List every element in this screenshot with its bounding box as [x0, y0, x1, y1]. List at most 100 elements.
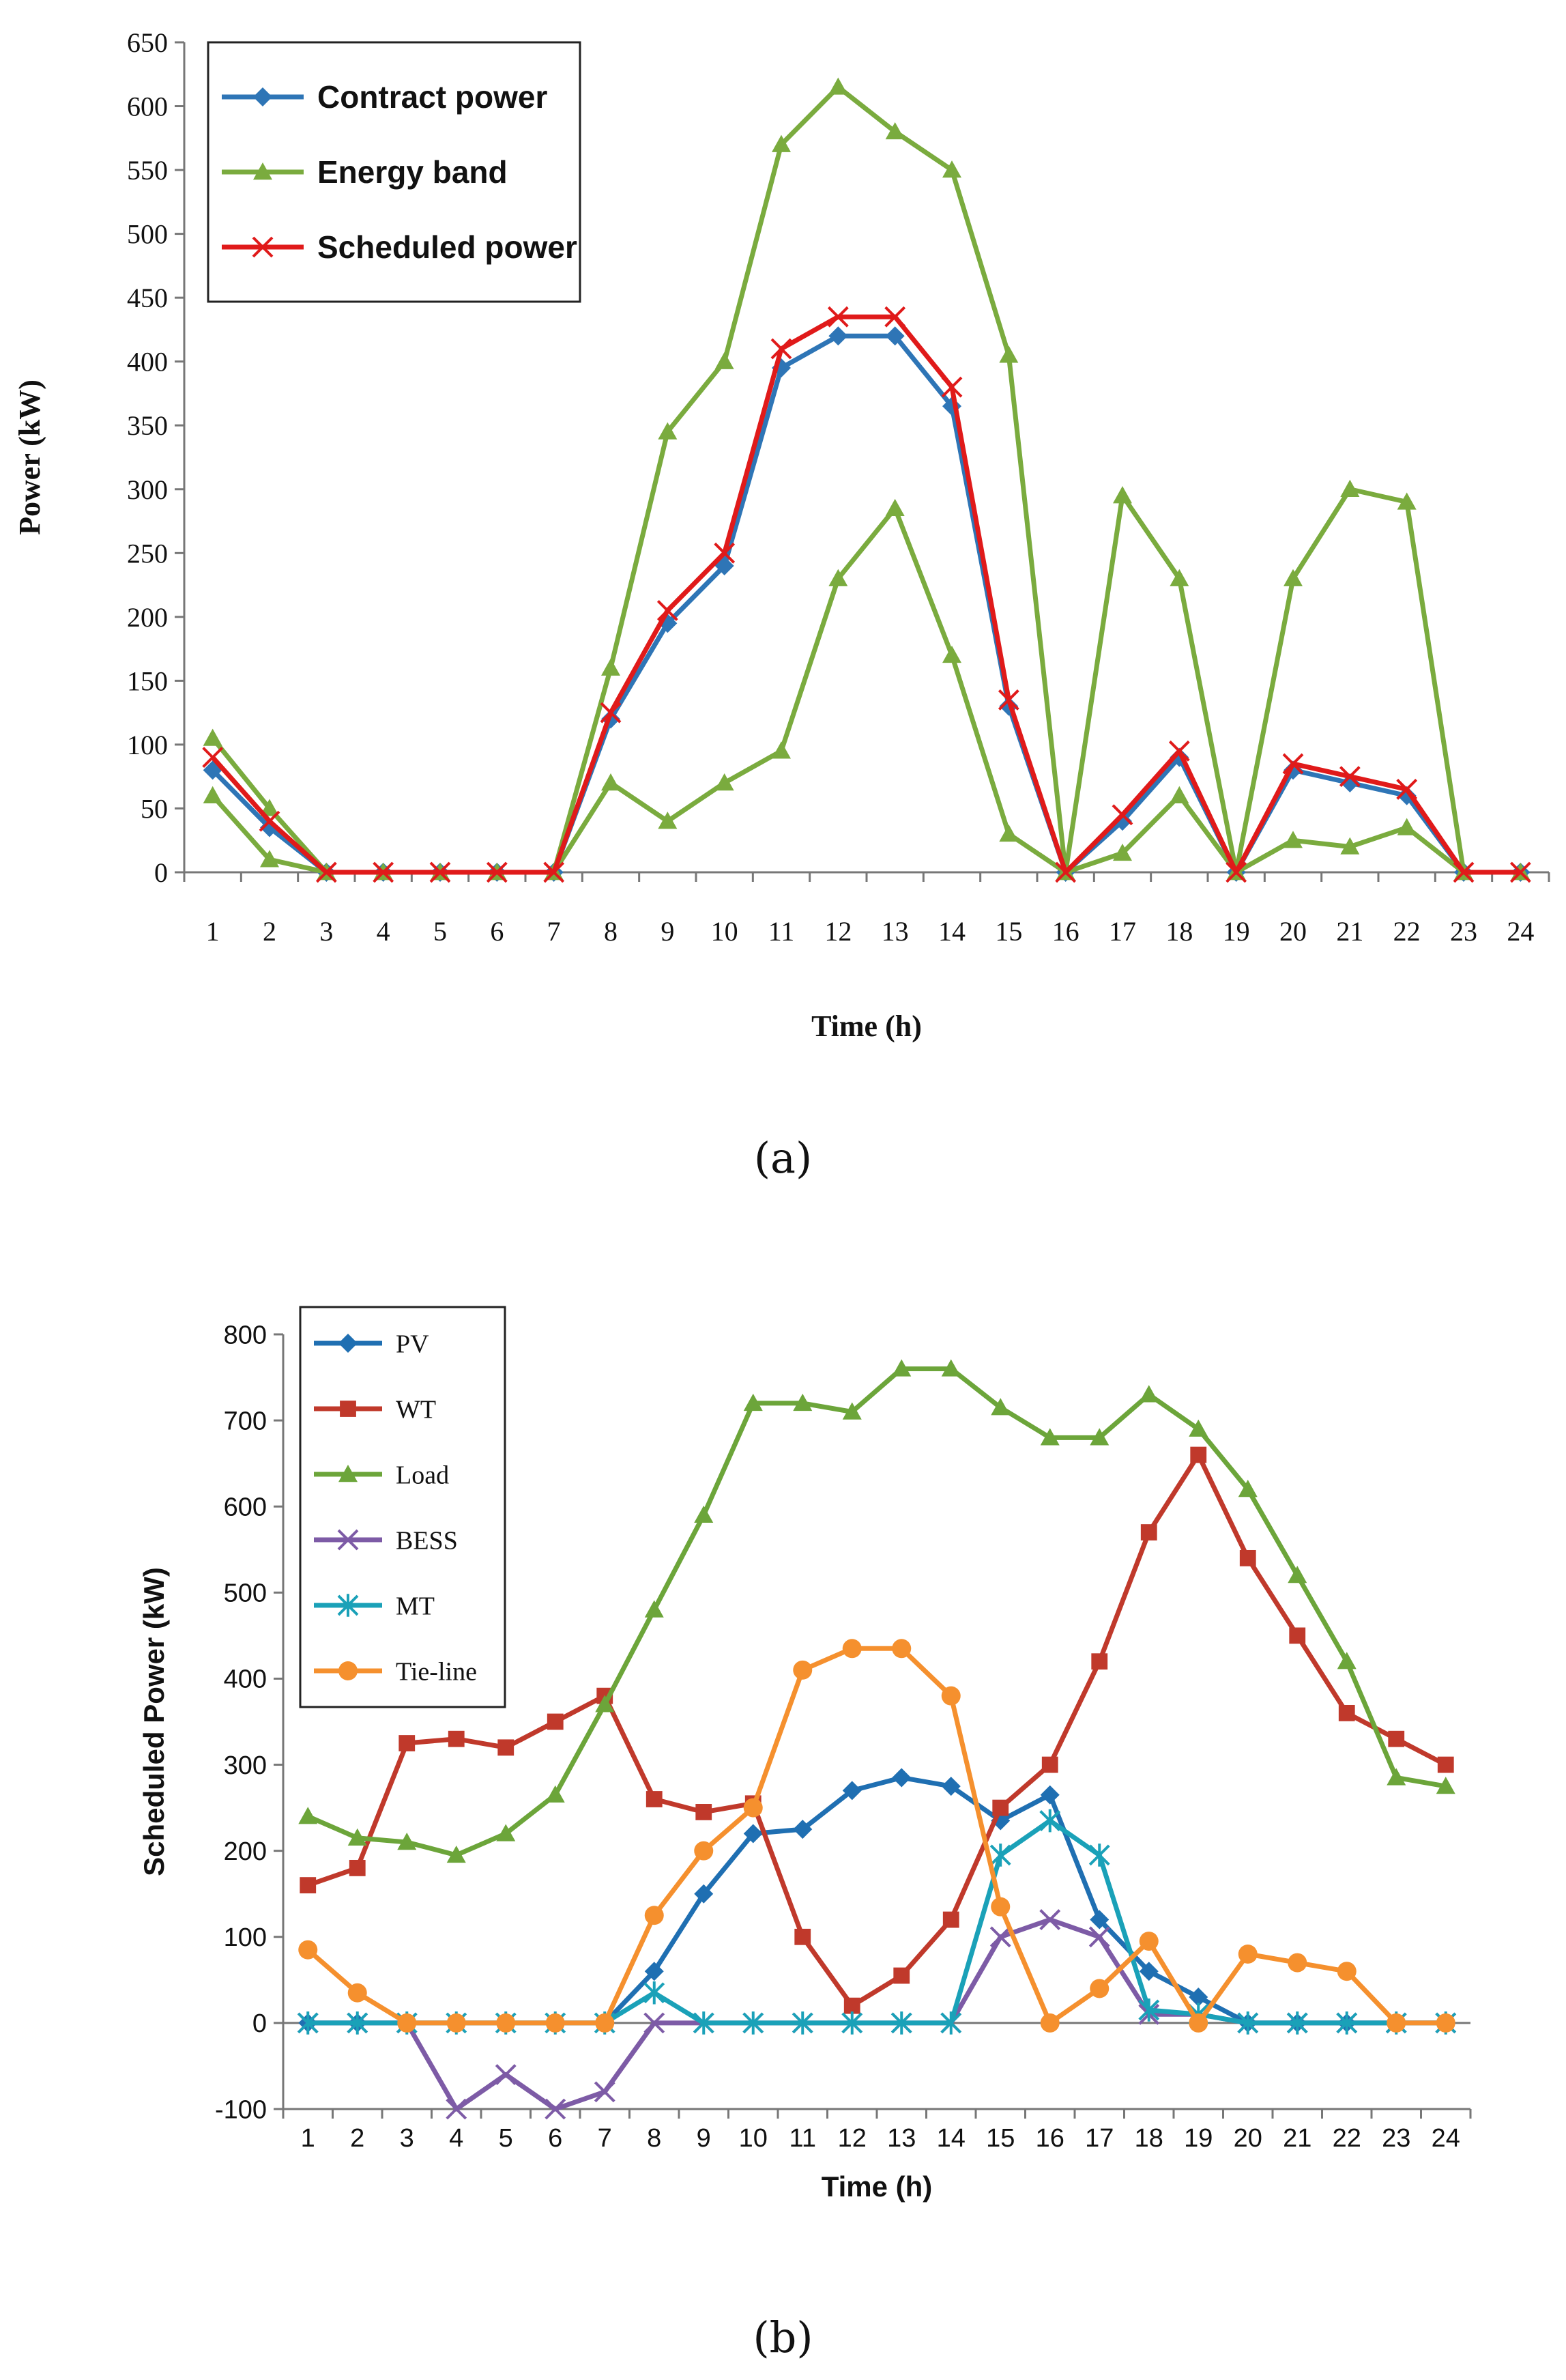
series-tie-line — [298, 1639, 1455, 2033]
data-point-wt — [1388, 1730, 1405, 1747]
y-tick-label: 200 — [224, 1837, 267, 1866]
y-tick-label: 0 — [252, 2009, 267, 2038]
y-tick-label: 450 — [127, 283, 168, 313]
y-tick-label: 800 — [224, 1321, 267, 1349]
x-tick-label: 19 — [1184, 2124, 1213, 2153]
x-tick-label: 2 — [350, 2124, 364, 2153]
x-tick-label: 14 — [937, 2124, 966, 2153]
data-point-wt — [349, 1859, 366, 1876]
x-tick-label: 1 — [206, 916, 220, 947]
legend-marker-pv — [338, 1334, 358, 1353]
x-tick-label: 15 — [986, 2124, 1015, 2153]
data-point-wt — [1289, 1627, 1306, 1644]
data-point-load — [347, 1828, 367, 1846]
data-point-wt — [646, 1791, 663, 1807]
x-axis-title: Time (h) — [822, 2170, 933, 2203]
data-point-wt — [695, 1804, 712, 1820]
data-point-load — [446, 1845, 466, 1863]
data-point-tie-line — [446, 2013, 466, 2033]
data-point-contract-power — [885, 326, 905, 346]
x-tick-label: 9 — [661, 916, 674, 947]
y-tick-label: 150 — [127, 665, 168, 696]
data-point-energy-band-lower — [885, 498, 905, 517]
data-point-energy-band-lower — [1284, 831, 1303, 848]
data-point-energy-band — [658, 422, 678, 440]
data-point-energy-band — [1113, 486, 1132, 504]
data-point-energy-band — [942, 160, 961, 178]
legend-marker-load — [338, 1465, 358, 1482]
x-tick-label: 6 — [490, 916, 504, 947]
data-point-tie-line — [1189, 2013, 1208, 2033]
chart-a: 0 50 100 150 200 250 300 350 400 450 500 550 600 650 1… — [0, 0, 1566, 1065]
data-point-tie-line — [694, 1841, 714, 1861]
data-point-tie-line — [644, 1906, 664, 1925]
x-tick-label: 12 — [838, 2124, 867, 2153]
data-point-bess — [1039, 1909, 1061, 1930]
data-point-wt — [448, 1730, 465, 1747]
data-point-mt — [347, 2011, 368, 2035]
data-point-energy-band — [1170, 569, 1189, 586]
data-point-pv — [1040, 1785, 1060, 1805]
series-bess — [297, 1909, 1457, 2120]
data-point-contract-power — [828, 326, 848, 346]
data-point-tie-line — [743, 1798, 763, 1818]
series-energy-band-lower — [203, 498, 1531, 880]
data-point-wt — [547, 1713, 564, 1730]
data-point-mt — [1237, 2011, 1259, 2035]
data-point-energy-band-lower — [1113, 843, 1132, 861]
data-point-energy-band-lower — [1340, 837, 1360, 855]
series-line-scheduled-power — [211, 314, 1521, 875]
x-tick-label: 7 — [598, 2124, 612, 2153]
data-point-mt — [989, 1844, 1011, 1867]
data-point-energy-band — [999, 345, 1019, 363]
data-point-load — [496, 1824, 516, 1841]
data-point-tie-line — [595, 2013, 615, 2033]
legend-label-bess: BESS — [396, 1526, 458, 1555]
y-tick-label: 600 — [127, 91, 168, 122]
chart-a-svg: 0 50 100 150 200 250 300 350 400 450 500 550 600 650 1… — [13, 27, 1550, 1043]
y-tick-label: 600 — [224, 1493, 267, 1522]
data-point-energy-band — [828, 77, 848, 95]
data-point-load — [545, 1785, 565, 1803]
data-point-wt — [1338, 1704, 1355, 1721]
data-point-energy-band-lower — [828, 569, 848, 586]
legend-label-mt: MT — [396, 1592, 435, 1620]
data-point-energy-band-lower — [999, 824, 1019, 842]
legend-marker-tie-line — [338, 1661, 358, 1680]
legend: PV WT Load BESS MT Tie-line — [299, 1306, 506, 1708]
legend-marker-scheduled-power — [252, 236, 274, 258]
data-point-load — [1288, 1566, 1307, 1583]
legend-label-energy-band: Energy band — [317, 154, 508, 190]
data-point-load — [991, 1398, 1011, 1416]
data-point-scheduled-power — [1168, 740, 1190, 762]
data-point-mt — [890, 2011, 912, 2035]
y-tick-label: -100 — [215, 2095, 267, 2124]
y-tick-label: 350 — [127, 410, 168, 441]
legend-label-tie-line: Tie-line — [396, 1657, 477, 1686]
data-point-tie-line — [1040, 2013, 1060, 2033]
x-tick-label: 23 — [1450, 916, 1477, 947]
data-point-mt — [693, 2011, 714, 2035]
data-point-energy-band — [601, 658, 620, 676]
legend-label-pv: PV — [396, 1330, 429, 1358]
legend-marker-bess — [337, 1529, 359, 1551]
data-point-load — [1090, 1428, 1110, 1446]
data-point-mt — [643, 1981, 665, 2005]
data-point-load — [298, 1807, 318, 1824]
data-point-load — [842, 1402, 862, 1420]
y-tick-label: 100 — [224, 1923, 267, 1952]
data-point-energy-band — [772, 134, 791, 152]
x-tick-label: 22 — [1333, 2124, 1361, 2153]
x-tick-label: 2 — [263, 916, 276, 947]
data-point-load — [1387, 1768, 1406, 1786]
data-point-bess — [989, 1926, 1011, 1948]
data-point-tie-line — [1090, 1979, 1110, 1998]
data-point-scheduled-power — [941, 376, 963, 398]
x-axis-title: Time (h) — [811, 1009, 922, 1043]
data-point-mt — [1336, 2011, 1358, 2035]
y-tick-label: 200 — [127, 602, 168, 633]
data-point-scheduled-power — [1509, 861, 1531, 883]
x-tick-label: 11 — [768, 916, 795, 947]
data-point-wt — [1239, 1549, 1256, 1566]
data-point-tie-line — [347, 1983, 367, 2003]
